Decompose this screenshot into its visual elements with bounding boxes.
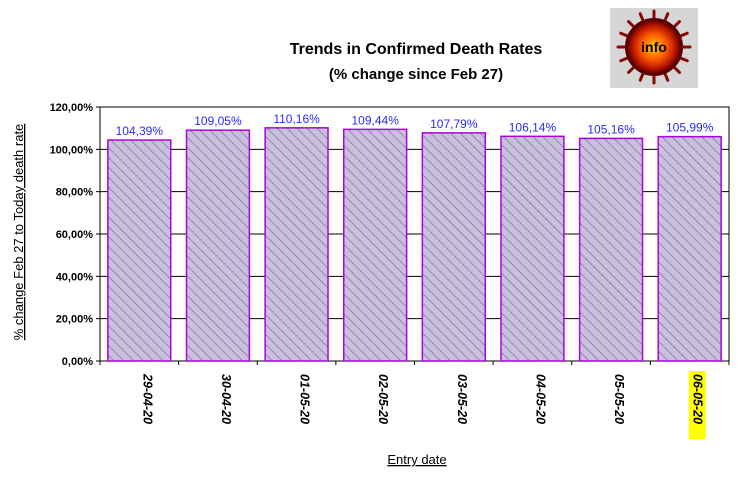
x-tick-label: 03-05-20 — [455, 374, 469, 424]
virus-info-logo-icon: info — [610, 8, 698, 88]
x-axis-title: Entry date — [387, 452, 446, 467]
x-tick-label-group: 06-05-20 — [688, 371, 706, 439]
x-tick-label: 02-05-20 — [376, 374, 390, 424]
x-tick-label: 06-05-20 — [691, 374, 705, 424]
x-tick-label-group: 30-04-20 — [219, 374, 233, 424]
bar-06-05-20 — [657, 135, 722, 362]
x-tick-label-group: 04-05-20 — [533, 374, 547, 424]
x-tick-label: 05-05-20 — [612, 374, 626, 424]
x-tick-label-group: 01-05-20 — [298, 374, 312, 424]
x-axis: 29-04-20 30-04-20 01-05-20 02-05-20 03-05-20… — [99, 361, 730, 439]
y-tick-label: 20,00% — [56, 314, 94, 326]
y-tick-label: 120,00% — [50, 102, 94, 114]
bar-05-05-20 — [578, 137, 644, 362]
bar-30-04-20 — [185, 129, 251, 362]
data-label: 105,99% — [666, 121, 714, 135]
x-tick-label: 04-05-20 — [533, 374, 547, 424]
logo-text: info — [641, 39, 667, 55]
bars — [107, 127, 722, 362]
data-label: 109,05% — [194, 114, 242, 128]
data-label: 105,16% — [587, 122, 635, 136]
data-label: 107,79% — [430, 117, 478, 131]
x-tick-label: 30-04-20 — [219, 374, 233, 424]
x-tick-label-group: 05-05-20 — [612, 374, 626, 424]
data-label: 109,44% — [352, 113, 400, 127]
chart-subtitle: (% change since Feb 27) — [329, 66, 503, 83]
x-tick-label-group: 02-05-20 — [376, 374, 390, 424]
y-tick-label: 60,00% — [56, 229, 94, 241]
data-label: 104,39% — [116, 124, 164, 138]
x-tick-label-group: 29-04-20 — [140, 373, 154, 424]
x-tick-label-group: 03-05-20 — [455, 374, 469, 424]
y-axis: 0,00% 20,00% 40,00% 60,00% 80,00% 100,00% 120,… — [50, 102, 100, 368]
data-label: 110,16% — [273, 112, 320, 126]
data-labels: 104,39% 109,05% 110,16% 109,44% 107,79% 106,1… — [116, 112, 714, 138]
bar-03-05-20 — [421, 132, 487, 362]
chart-title: Trends in Confirmed Death Rates — [290, 41, 543, 58]
x-tick-label: 01-05-20 — [298, 374, 312, 424]
data-label: 106,14% — [509, 120, 557, 134]
bar-04-05-20 — [500, 135, 565, 362]
y-axis-title: % change Feb 27 to Today death rate — [11, 124, 26, 341]
y-tick-label: 100,00% — [50, 144, 94, 156]
bar-02-05-20 — [342, 128, 408, 362]
bar-29-04-20 — [107, 139, 172, 362]
y-tick-label: 0,00% — [62, 356, 93, 368]
y-tick-label: 40,00% — [56, 271, 94, 283]
bar-01-05-20 — [264, 127, 329, 362]
highlight-marker — [688, 371, 706, 439]
x-tick-label: 29-04-20 — [140, 373, 154, 424]
y-tick-label: 80,00% — [56, 187, 94, 199]
